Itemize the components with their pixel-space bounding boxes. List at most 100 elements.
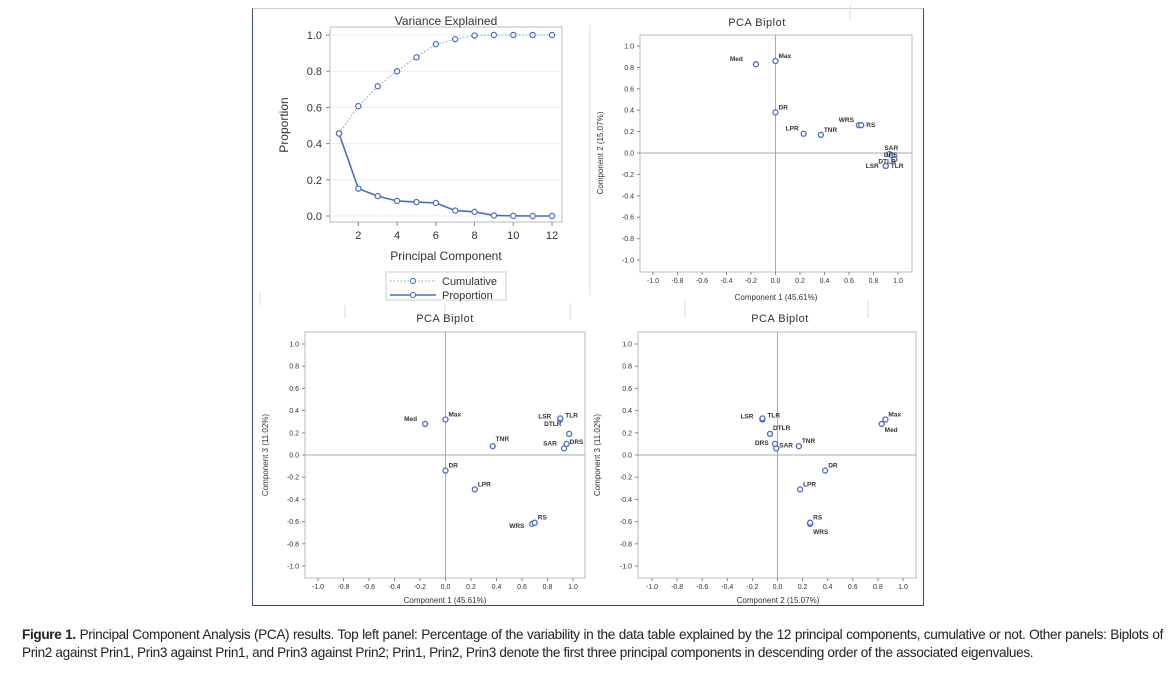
data-point-lpr (800, 130, 807, 137)
x-axis-label: Component 1 (45.61%) (404, 596, 487, 605)
y-tick-label: -1.0 (620, 564, 632, 571)
x-tick-label: 0.4 (820, 278, 830, 285)
y-axis-label: Component 2 (15.07%) (596, 111, 605, 194)
caption-text: Principal Component Analysis (PCA) resul… (22, 627, 1163, 660)
y-tick-label: -0.2 (287, 475, 299, 482)
y-tick-label: 0.0 (622, 453, 632, 460)
x-tick-label: 1.0 (893, 278, 903, 285)
x-tick-label: 1.0 (568, 584, 578, 591)
data-point-proportion (374, 192, 381, 200)
point-label: DRS (570, 439, 584, 446)
data-point-dr (772, 109, 779, 116)
data-point-med (878, 420, 885, 428)
x-tick-label: -0.2 (745, 278, 757, 285)
data-point-tnr (489, 442, 496, 450)
y-tick-label: 0.0 (289, 453, 299, 460)
biplot-2: -1.0 -1.0 -0.8 -0.8 -0.6 -0.6 -0.4 -0.4 -0.2 -0.2… (261, 313, 586, 605)
y-tick-label: 0.6 (624, 86, 634, 93)
y-tick-label: 0.4 (622, 408, 632, 415)
x-tick-label: 0.2 (798, 584, 808, 591)
x-tick-label: -0.4 (720, 278, 732, 285)
caption-label: Figure 1. (22, 627, 76, 642)
point-label: LSR (866, 163, 879, 170)
x-tick-label: -0.8 (671, 584, 683, 591)
data-point-proportion (471, 208, 478, 216)
point-label: SAR (543, 440, 557, 447)
point-label: WRS (813, 529, 829, 536)
y-tick-label: 0.6 (622, 386, 632, 393)
data-point-sar (560, 445, 568, 452)
point-label: DRS (755, 440, 769, 447)
chart-title: PCA Biplot (416, 313, 474, 325)
data-point-proportion (510, 212, 517, 220)
y-tick-label: 0.4 (289, 408, 299, 415)
data-point-cumulative (529, 31, 536, 39)
x-tick-label: 0.8 (873, 584, 883, 591)
y-tick-label: -0.4 (620, 497, 632, 504)
x-tick-label: 0.2 (795, 278, 805, 285)
point-label: LPR (478, 481, 491, 488)
chart-title: PCA Biplot (728, 17, 786, 29)
data-point-cumulative (451, 35, 459, 43)
point-label: DRS (884, 152, 898, 159)
point-label: TLR (767, 412, 780, 419)
y-tick-label: -0.6 (287, 519, 299, 526)
point-label: Med (404, 416, 417, 423)
data-point-proportion (451, 207, 459, 214)
data-point-tlr (882, 162, 889, 169)
y-tick-label: 0.2 (307, 175, 322, 187)
x-tick-label: -0.6 (696, 584, 708, 591)
point-label: TNR (802, 438, 816, 445)
point-label: DTLR (878, 158, 896, 165)
point-label: TNR (496, 436, 510, 443)
data-point-dr (822, 467, 829, 474)
y-axis-label: Component 3 (11.02%) (261, 414, 270, 496)
point-label: TLR (891, 163, 904, 170)
x-tick-label: 0.0 (441, 584, 451, 591)
y-tick-label: -0.4 (287, 497, 299, 504)
data-point-tlr (759, 415, 766, 422)
y-tick-label: -0.4 (622, 193, 634, 200)
data-point-cumulative (413, 54, 420, 61)
data-point-proportion (335, 130, 343, 137)
y-tick-label: -0.2 (622, 172, 634, 179)
data-point-proportion (413, 198, 420, 206)
data-point-proportion (490, 212, 498, 219)
x-tick-label: 1.0 (898, 584, 908, 591)
x-tick-label: -1.0 (312, 584, 324, 591)
data-point-cumulative (471, 32, 478, 39)
x-tick-label: -0.2 (746, 584, 758, 591)
data-point-rs (531, 519, 538, 526)
x-tick-label: -0.8 (671, 278, 683, 285)
series-line-proportion (338, 133, 552, 217)
point-label: RS (813, 515, 823, 522)
data-point-tlr (557, 415, 564, 422)
point-label: Max (449, 411, 462, 418)
y-tick-label: 1.0 (307, 30, 322, 42)
y-tick-label: 0.2 (624, 129, 634, 136)
x-tick-label: 2 (355, 230, 361, 242)
y-tick-label: 0.6 (289, 386, 299, 393)
y-tick-label: 0.8 (307, 66, 322, 78)
y-tick-label: -1.0 (622, 258, 634, 265)
x-tick-label: -0.4 (388, 584, 400, 591)
data-point-dtlr (766, 430, 774, 438)
y-axis-label: Component 3 (11.02%) (593, 414, 602, 496)
y-tick-label: 0.8 (622, 364, 632, 371)
x-tick-label: 0.0 (771, 278, 781, 285)
point-label: DR (828, 463, 838, 470)
legend-label: Cumulative (442, 276, 497, 288)
x-tick-label: -1.0 (647, 278, 659, 285)
data-point-med (421, 420, 429, 428)
x-tick-label: 0.2 (466, 584, 476, 591)
data-point-cumulative (432, 41, 440, 48)
y-tick-label: 0.4 (624, 108, 634, 115)
y-tick-label: -0.6 (622, 215, 634, 222)
data-point-drs (563, 440, 570, 448)
data-point-rs (858, 122, 865, 129)
point-label: LPR (786, 126, 799, 133)
data-point-max (442, 416, 449, 423)
data-point-tnr (795, 442, 802, 450)
point-label: TLR (565, 412, 578, 419)
x-tick-label: 0.0 (773, 584, 783, 591)
